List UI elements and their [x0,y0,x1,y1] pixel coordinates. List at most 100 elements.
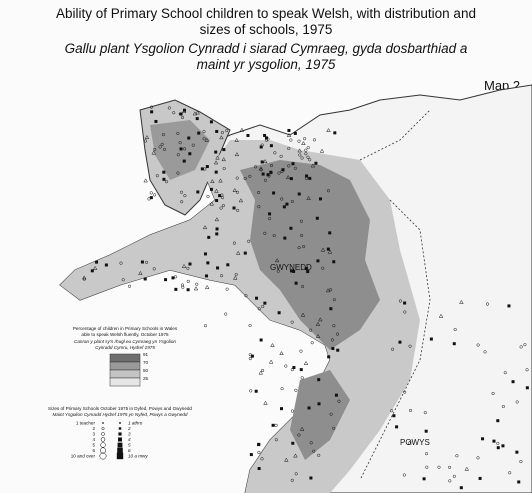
school [232,206,236,210]
school [220,130,224,135]
school [207,235,211,239]
school [279,154,283,158]
school [180,200,184,204]
school [234,137,239,142]
school [290,320,294,324]
legend-title: Canran y plant sy'n rhugl eu Cymraeg yn … [74,339,176,344]
school [408,344,412,348]
school [246,134,250,138]
subtitle: maint yr ysgolion, 1975 [197,57,336,72]
school [181,285,185,289]
school [307,406,311,410]
school [284,457,289,462]
school [176,131,180,135]
school [297,139,301,143]
school [332,260,336,264]
school [271,423,275,427]
school [272,191,276,195]
school [403,310,407,314]
school [318,197,322,201]
school [492,439,496,443]
school [224,312,228,316]
school [150,110,154,114]
school [254,389,258,393]
school [321,266,325,270]
school [270,342,275,347]
school [179,147,183,151]
school [248,323,252,328]
school [291,441,295,445]
school [121,278,125,282]
school [215,129,219,133]
school [218,194,222,198]
school [277,311,281,315]
legend-swatch [109,353,141,363]
school [261,304,265,309]
school [301,284,305,289]
school [299,368,303,372]
school [290,478,294,482]
school [249,453,253,457]
school [287,146,291,151]
school [195,110,200,115]
school [269,170,273,174]
shade-dark [240,160,380,350]
legend-tick: 70 [143,360,149,365]
school [329,412,333,416]
school [165,180,169,184]
school [154,119,158,123]
school [294,388,298,392]
school [280,169,284,174]
school [263,178,267,182]
school [289,138,293,142]
legend-symbol [119,422,121,424]
school [145,260,149,264]
school [317,402,321,406]
school [263,301,267,305]
school [464,466,470,471]
school [213,160,219,165]
school [161,133,165,137]
school [300,233,304,238]
school [476,343,480,347]
school [269,171,273,175]
school [424,452,429,456]
school [424,429,428,433]
legend-swatch [109,377,141,387]
school [249,389,253,393]
school [143,178,148,183]
school [171,276,175,280]
school [144,139,148,143]
school [247,239,251,243]
school [333,131,337,135]
school [195,117,199,121]
school [178,112,182,116]
school [162,177,166,181]
school [149,105,154,109]
school [257,205,261,209]
school [293,166,297,170]
school [274,438,278,442]
school [257,190,261,195]
legend-sizes: Sizes of Primary Schools October 1975 in… [48,406,192,460]
school [391,347,395,351]
school [304,267,308,271]
school [143,277,147,281]
school [395,425,399,429]
legend-item: 5 [128,443,131,448]
school [188,152,192,156]
legend-symbol [99,452,107,460]
school [204,284,210,289]
school [202,130,206,134]
school [209,120,213,124]
school [297,433,301,437]
school [222,148,226,152]
school [214,217,220,222]
legend-symbol [116,452,124,460]
school [496,441,500,445]
school [214,170,218,174]
school [218,178,223,183]
school [315,216,319,220]
school [402,473,406,477]
